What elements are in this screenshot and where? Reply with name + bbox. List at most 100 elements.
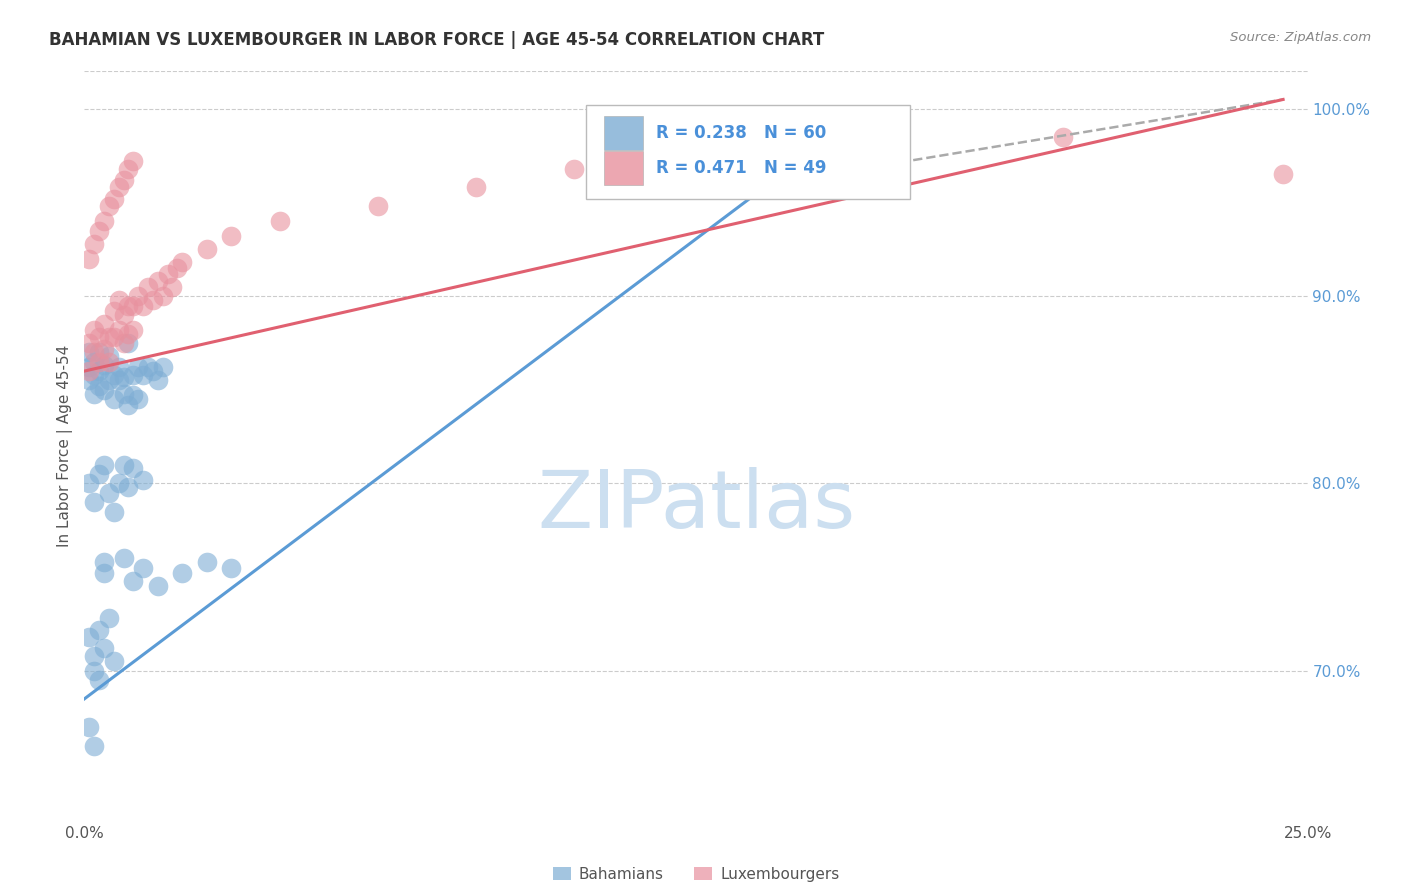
Point xyxy=(77,630,100,644)
Point xyxy=(195,243,218,257)
Point xyxy=(77,336,100,351)
Point xyxy=(122,323,145,337)
Point xyxy=(152,360,174,375)
Text: R = 0.471   N = 49: R = 0.471 N = 49 xyxy=(655,159,827,177)
Point xyxy=(112,386,135,401)
Legend: Bahamians, Luxembourgers: Bahamians, Luxembourgers xyxy=(547,861,845,888)
Point xyxy=(87,224,110,238)
Y-axis label: In Labor Force | Age 45-54: In Labor Force | Age 45-54 xyxy=(58,345,73,547)
Point xyxy=(132,299,155,313)
Point xyxy=(219,561,242,575)
Point xyxy=(87,364,110,378)
Point xyxy=(117,336,139,351)
Point xyxy=(122,154,145,169)
Point xyxy=(117,398,139,412)
Point xyxy=(146,374,169,388)
Point xyxy=(83,495,105,509)
Point xyxy=(93,555,115,569)
Point xyxy=(83,368,105,382)
Point xyxy=(127,360,149,375)
Point xyxy=(136,280,159,294)
Point xyxy=(103,192,125,206)
Point xyxy=(107,360,129,375)
Point xyxy=(464,180,486,194)
Point xyxy=(132,561,155,575)
Point xyxy=(117,299,139,313)
Point xyxy=(97,355,120,369)
Point xyxy=(103,304,125,318)
Point xyxy=(83,323,105,337)
Point xyxy=(77,360,100,375)
Point xyxy=(122,461,145,475)
Point xyxy=(112,173,135,187)
Point xyxy=(97,611,120,625)
Point xyxy=(142,293,165,307)
Point xyxy=(142,364,165,378)
FancyBboxPatch shape xyxy=(605,151,644,186)
Point xyxy=(219,229,242,244)
Point xyxy=(117,326,139,341)
Point xyxy=(162,280,184,294)
Point xyxy=(77,374,100,388)
Point xyxy=(83,355,105,369)
Point xyxy=(146,274,169,288)
Point xyxy=(77,345,100,359)
Point xyxy=(117,161,139,176)
Point xyxy=(146,580,169,594)
Point xyxy=(93,318,115,332)
Point xyxy=(87,330,110,344)
Point xyxy=(93,383,115,397)
Point xyxy=(127,392,149,407)
Point xyxy=(367,199,389,213)
Point xyxy=(83,648,105,663)
Point xyxy=(112,336,135,351)
Point xyxy=(77,720,100,734)
Point xyxy=(107,323,129,337)
Point xyxy=(107,293,129,307)
Point xyxy=(112,458,135,472)
Point xyxy=(87,623,110,637)
Point xyxy=(87,355,110,369)
Point xyxy=(122,574,145,588)
Point xyxy=(166,261,188,276)
FancyBboxPatch shape xyxy=(605,116,644,150)
Point xyxy=(97,486,120,500)
Point xyxy=(1272,168,1295,182)
Point xyxy=(97,330,120,344)
Point xyxy=(83,345,105,359)
Point xyxy=(83,664,105,678)
Point xyxy=(562,161,585,176)
Point xyxy=(172,566,194,581)
Point xyxy=(93,458,115,472)
Point xyxy=(1052,130,1074,145)
Point xyxy=(77,364,100,378)
Point xyxy=(93,342,115,356)
Point xyxy=(87,345,110,359)
Point xyxy=(127,289,149,303)
Point xyxy=(87,379,110,393)
Point xyxy=(107,476,129,491)
Point xyxy=(152,289,174,303)
Point xyxy=(122,388,145,402)
Point xyxy=(87,467,110,482)
Text: ZIPatlas: ZIPatlas xyxy=(537,467,855,545)
Point xyxy=(77,476,100,491)
Point xyxy=(103,655,125,669)
Point xyxy=(97,374,120,388)
Point xyxy=(112,369,135,384)
Point xyxy=(103,505,125,519)
Point xyxy=(87,673,110,688)
Point xyxy=(93,214,115,228)
Point xyxy=(77,252,100,266)
Point xyxy=(93,359,115,373)
Point xyxy=(122,299,145,313)
Point xyxy=(132,368,155,382)
Point xyxy=(103,368,125,382)
Point xyxy=(93,641,115,656)
Point xyxy=(195,555,218,569)
Text: Source: ZipAtlas.com: Source: ZipAtlas.com xyxy=(1230,31,1371,45)
Point xyxy=(103,330,125,344)
Point xyxy=(269,214,291,228)
Point xyxy=(83,739,105,753)
Point xyxy=(117,480,139,494)
